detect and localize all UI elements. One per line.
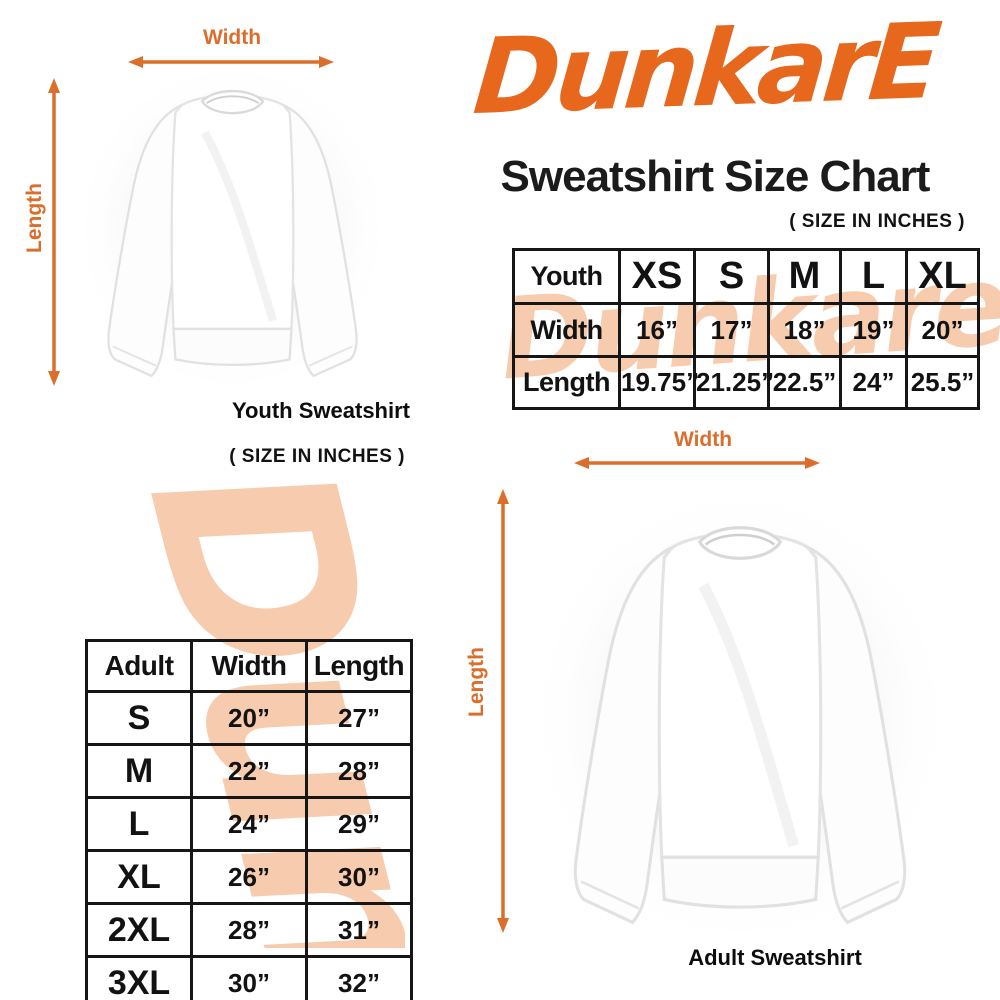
table-cell: 28” (190, 902, 308, 958)
table-cell: 21.25” (693, 355, 774, 410)
table-cell: 19.75” (618, 355, 699, 410)
table-header-cell: Youth (512, 248, 621, 305)
table-cell: 30” (190, 955, 308, 1000)
table-row: L 24” 29” (85, 796, 413, 852)
page-title: Sweatshirt Size Chart (500, 152, 931, 201)
table-row: Youth XS S M L XL (512, 248, 980, 305)
table-cell: 2XL (85, 902, 193, 958)
table-cell: 3XL (85, 955, 193, 1000)
table-cell: 16” (618, 302, 696, 358)
table-row: Adult Width Length (85, 639, 413, 693)
adult-sweatshirt-image (520, 468, 960, 953)
table-row: M 22” 28” (85, 743, 413, 799)
table-header-cell: XS (618, 248, 696, 305)
table-row: Width 16” 17” 18” 19” 20” (512, 302, 980, 358)
table-header-cell: Adult (85, 639, 193, 693)
youth-size-note: ( SIZE IN INCHES ) (789, 211, 965, 232)
youth-width-arrow (128, 56, 334, 68)
table-cell: Width (512, 302, 621, 358)
table-header-cell: L (839, 248, 908, 305)
adult-size-note: ( SIZE IN INCHES ) (229, 446, 405, 467)
table-cell: 28” (305, 743, 413, 799)
table-cell: Length (512, 355, 621, 410)
table-cell: 20” (190, 690, 308, 746)
table-cell: 25.5” (905, 355, 980, 410)
table-cell: 26” (190, 849, 308, 905)
table-cell: 27” (305, 690, 413, 746)
table-cell: 20” (905, 302, 980, 358)
adult-size-table: Adult Width Length S 20” 27” M 22” 28” L… (85, 639, 413, 1000)
adult-width-arrow (574, 457, 820, 469)
table-cell: 24” (839, 355, 908, 410)
youth-size-table: Youth XS S M L XL Width 16” 17” 18” 19” … (512, 248, 980, 410)
table-header-cell: XL (905, 248, 980, 305)
table-cell: S (85, 690, 193, 746)
youth-caption: Youth Sweatshirt (231, 398, 410, 423)
table-row: Length 19.75” 21.25” 22.5” 24” 25.5” (512, 355, 980, 410)
table-cell: M (85, 743, 193, 799)
table-cell: 22” (190, 743, 308, 799)
table-header-cell: Width (190, 639, 308, 693)
table-cell: 18” (767, 302, 842, 358)
table-row: XL 26” 30” (85, 849, 413, 905)
youth-width-label: Width (202, 26, 262, 49)
table-row: S 20” 27” (85, 690, 413, 746)
adult-caption: Adult Sweatshirt (688, 945, 862, 970)
table-cell: 29” (305, 796, 413, 852)
brand-logo: DunkarE (425, 0, 985, 157)
table-row: 2XL 28” 31” (85, 902, 413, 958)
table-cell: 17” (693, 302, 770, 358)
table-cell: 32” (305, 955, 413, 1000)
table-cell: L (85, 796, 193, 852)
brand-logo-text: DunkarE (469, 0, 941, 139)
table-cell: 30” (305, 849, 413, 905)
youth-length-arrow (48, 78, 60, 386)
table-cell: XL (85, 849, 193, 905)
table-cell: 24” (190, 796, 308, 852)
table-cell: 19” (839, 302, 908, 358)
table-cell: 31” (305, 902, 413, 958)
youth-length-label: Length (23, 183, 46, 253)
adult-width-label: Width (673, 428, 733, 451)
adult-length-label: Length (465, 647, 488, 717)
table-cell: 22.5” (767, 355, 842, 410)
table-header-cell: S (693, 248, 770, 305)
table-header-cell: M (767, 248, 842, 305)
youth-sweatshirt-image (60, 48, 405, 398)
table-row: 3XL 30” 32” (85, 955, 413, 1000)
table-header-cell: Length (305, 639, 413, 693)
adult-length-arrow (497, 489, 509, 933)
